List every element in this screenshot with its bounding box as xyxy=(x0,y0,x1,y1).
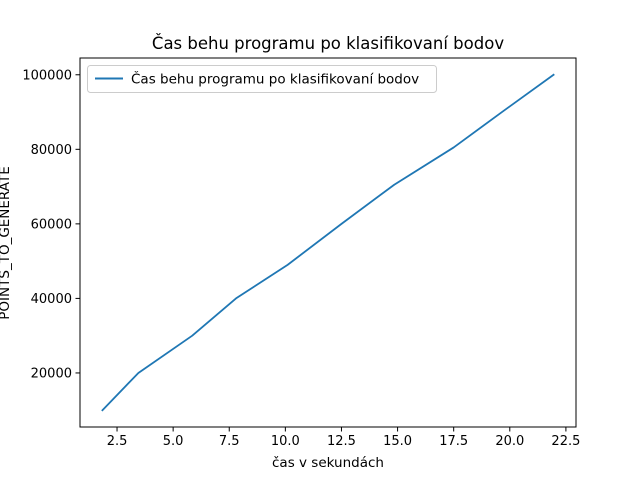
data-point xyxy=(287,264,289,266)
x-tick-label: 15.0 xyxy=(383,434,412,449)
x-tick-label: 10.0 xyxy=(271,434,300,449)
data-point xyxy=(553,74,555,76)
x-tick-label: 2.5 xyxy=(107,434,128,449)
data-point xyxy=(393,184,395,186)
data-point xyxy=(453,147,455,149)
data-point xyxy=(341,223,343,225)
x-tick-label: 17.5 xyxy=(439,434,468,449)
y-tick-label: 60000 xyxy=(31,217,72,232)
x-axis-label: čas v sekundách xyxy=(272,455,384,471)
x-tick-label: 7.5 xyxy=(219,434,240,449)
data-point xyxy=(138,372,140,374)
y-tick-label: 80000 xyxy=(31,143,72,158)
chart-title: Čas behu programu po klasifikovaní bodov xyxy=(152,34,504,53)
y-tick-label: 20000 xyxy=(31,366,72,381)
x-tick-label: 5.0 xyxy=(163,434,184,449)
series-layer xyxy=(101,73,555,412)
y-tick-label: 40000 xyxy=(31,292,72,307)
data-point xyxy=(102,409,104,411)
data-point xyxy=(501,111,503,113)
legend: Čas behu programu po klasifikovaní bodov xyxy=(87,65,437,93)
y-tick-label: 100000 xyxy=(22,68,72,83)
x-tick-label: 20.0 xyxy=(495,434,524,449)
data-point xyxy=(235,298,237,300)
plot-frame xyxy=(79,57,577,428)
legend-frame xyxy=(87,65,437,93)
data-point xyxy=(191,335,193,337)
y-axis-label: POINTS_TO_GENERATE xyxy=(0,166,13,319)
ticks-layer: 2.5 5.0 7.5 10.0 12.5 15.0 17.5 20.0 22.5 20000 40… xyxy=(22,68,580,449)
x-tick-label: 12.5 xyxy=(327,434,356,449)
legend-series-label: Čas behu programu po klasifikovaní bodov xyxy=(131,70,419,88)
series-line-0 xyxy=(101,73,555,412)
x-tick-label: 22.5 xyxy=(551,434,580,449)
